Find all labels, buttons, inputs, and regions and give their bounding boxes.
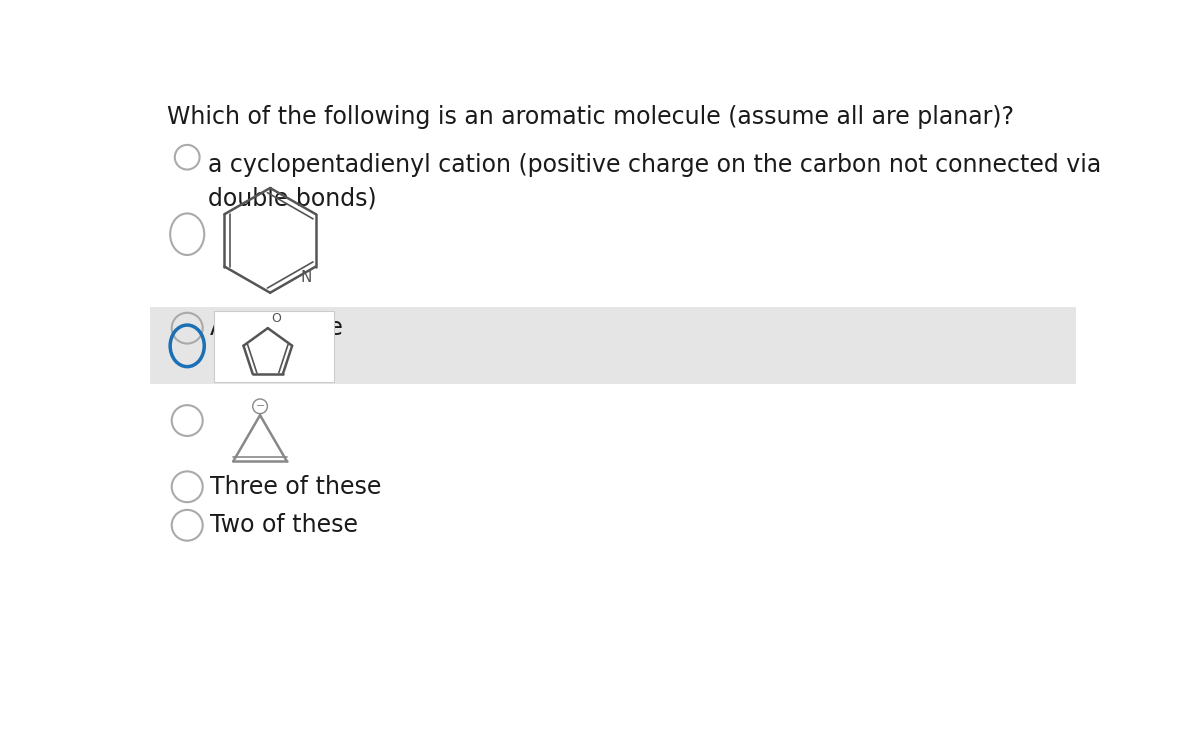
Text: −: − bbox=[256, 401, 265, 412]
Text: Two of these: Two of these bbox=[210, 514, 359, 537]
Bar bbox=[214, 311, 334, 382]
Bar bbox=[150, 307, 1076, 384]
Text: a cyclopentadienyl cation (positive charge on the carbon not connected via
doubl: a cyclopentadienyl cation (positive char… bbox=[208, 154, 1102, 211]
Text: Three of these: Three of these bbox=[210, 474, 382, 499]
Text: All of these: All of these bbox=[210, 316, 343, 340]
Text: N: N bbox=[300, 270, 312, 285]
Text: Which of the following is an aromatic molecule (assume all are planar)?: Which of the following is an aromatic mo… bbox=[167, 105, 1014, 129]
Text: O: O bbox=[271, 312, 281, 325]
